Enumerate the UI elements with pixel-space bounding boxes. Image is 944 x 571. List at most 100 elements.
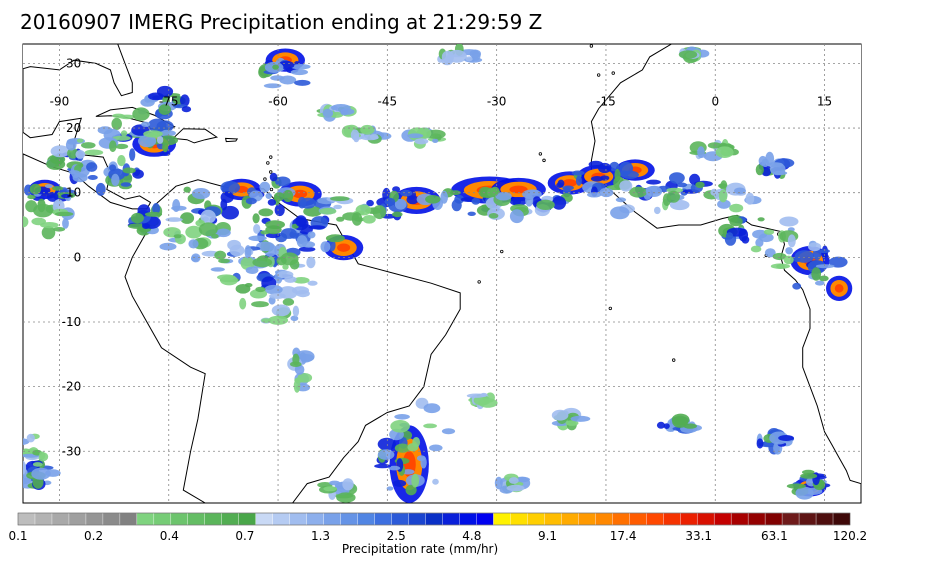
- precip-patch-22-15: [220, 191, 234, 203]
- precip-patch-31-3: [393, 479, 407, 487]
- precip-patch-49-7: [120, 130, 128, 137]
- precip-patch-51-9: [407, 443, 419, 452]
- colorbar-swatch-39: [680, 512, 698, 526]
- precip-patch-42-9: [159, 242, 177, 251]
- precip-patch-62-12: [697, 146, 705, 159]
- precip-cell-3-core: [562, 179, 577, 187]
- precip-patch-61-12: [39, 451, 46, 460]
- colorbar-swatch-20: [357, 512, 376, 526]
- precip-patch-46-13: [654, 206, 661, 215]
- colorbar-swatch-43: [747, 512, 766, 526]
- precip-patch-32-15: [786, 483, 807, 489]
- precip-patch-40-16: [130, 212, 144, 224]
- precip-patch-38-8: [290, 69, 308, 76]
- precip-patch-48-3: [772, 252, 787, 261]
- precip-patch-44-11: [351, 212, 363, 226]
- precip-patch-62-7: [707, 142, 722, 149]
- island-13: [477, 280, 481, 284]
- precip-patch-49-5: [156, 135, 164, 144]
- precip-patch-53-3: [227, 239, 242, 251]
- precip-patch-52-2: [290, 315, 299, 322]
- precip-patch-43-5: [282, 264, 289, 270]
- precip-patch-36-17: [31, 467, 51, 480]
- colorbar-swatch-28: [493, 512, 511, 526]
- precip-patch-48-8: [783, 255, 794, 265]
- precip-patch-42-10: [198, 222, 218, 237]
- precip-cell-13-core: [834, 284, 844, 293]
- precip-patch-38-11: [290, 63, 311, 70]
- precip-cell-8-core: [337, 243, 351, 252]
- precip-patch-25-14: [147, 118, 167, 133]
- precip-patch-49-8: [138, 135, 157, 148]
- precip-patch-53-13: [244, 245, 252, 259]
- precip-patch-49-12: [143, 130, 163, 138]
- precip-patch-25-7: [129, 148, 136, 162]
- precip-patch-53-10: [245, 266, 259, 274]
- island-11: [672, 358, 676, 362]
- precip-patch-38-13: [263, 83, 282, 89]
- precip-patch-45-7: [495, 191, 512, 201]
- precip-patch-48-6: [808, 242, 822, 252]
- precip-patch-52-3: [282, 298, 295, 306]
- colorbar-swatch-16: [289, 512, 308, 526]
- precip-patch-50-7: [84, 149, 104, 156]
- precip-patch-65-8: [322, 108, 334, 118]
- precip-patch-21-8: [220, 181, 240, 194]
- colorbar-tick-2: 0.4: [160, 529, 179, 543]
- precip-patch-26-13: [109, 164, 117, 172]
- precip-patch-19-16: [587, 192, 602, 198]
- colorbar-outline: [17, 512, 851, 526]
- precip-patch-16-11: [394, 198, 407, 210]
- precip-patch-24-16: [295, 215, 307, 228]
- precip-patch-32-14: [795, 486, 814, 500]
- precip-patch-21-9: [274, 204, 285, 217]
- precip-patch-53-11: [210, 267, 225, 272]
- colorbar-tick-9: 33.1: [685, 529, 712, 543]
- precip-patch-54-2: [23, 216, 29, 228]
- colorbar-swatch-38: [663, 512, 681, 526]
- precip-patch-47-4: [717, 199, 731, 209]
- colorbar-swatch-19: [340, 512, 359, 526]
- precip-patch-26-15: [87, 175, 98, 180]
- precip-patch-46-1: [615, 197, 627, 203]
- precip-patch-27-7: [86, 162, 98, 172]
- lat-label--20: -20: [62, 380, 82, 394]
- precip-patch-55-8: [360, 124, 375, 135]
- precip-patch-61-13: [26, 433, 35, 443]
- colorbar-swatch-46: [798, 512, 817, 526]
- precip-patch-51-7: [390, 420, 410, 433]
- colorbar-swatch-2: [51, 512, 70, 526]
- precip-patch-29-6: [757, 217, 765, 222]
- colorbar-swatch-35: [612, 512, 630, 526]
- precip-patch-53-6: [191, 255, 199, 262]
- colorbar-tick-labels: 0.1 0.2 0.4 0.7 1.3 2.5 4.8 9.1 17.4 33.1 63.1 120.…: [8, 529, 867, 543]
- colorbar-swatch-21: [374, 512, 393, 526]
- precip-patch-42-5: [216, 228, 231, 238]
- precip-patch-21-16: [245, 197, 257, 205]
- precip-patch-21-7: [273, 192, 285, 202]
- lat-label--30: -30: [62, 444, 82, 458]
- precip-patch-33-13: [756, 438, 764, 449]
- colorbar-swatch-17: [306, 512, 325, 526]
- precip-patch-27-17: [46, 158, 66, 170]
- coordinate-labels: -90 -75 -60 -45 -30 -15 0 15 30 20 10 0 -10 -20 -30: [50, 56, 833, 458]
- precip-patch-24-13: [265, 232, 281, 239]
- colorbar-swatch-18: [323, 512, 342, 526]
- precip-patch-61-4: [32, 462, 43, 467]
- precip-patch-48-10: [779, 216, 799, 227]
- precip-patch-25-15: [141, 121, 151, 128]
- colorbar-swatch-4: [85, 512, 104, 526]
- precip-patch-51-13: [411, 473, 420, 488]
- precip-patch-28-14: [794, 250, 815, 263]
- colorbar-swatch-15: [272, 512, 291, 526]
- colorbar-swatch-40: [696, 512, 715, 526]
- precip-patch-52-11: [269, 293, 286, 299]
- precip-patch-53-9: [217, 274, 236, 281]
- precip-patch-43-7: [306, 256, 316, 269]
- colorbar-swatch-29: [510, 512, 528, 526]
- precip-patch-60-10: [323, 486, 338, 492]
- precip-patch-38-17: [272, 64, 279, 70]
- precip-patch-42-2: [200, 209, 216, 224]
- precip-patch-52-6: [239, 297, 247, 310]
